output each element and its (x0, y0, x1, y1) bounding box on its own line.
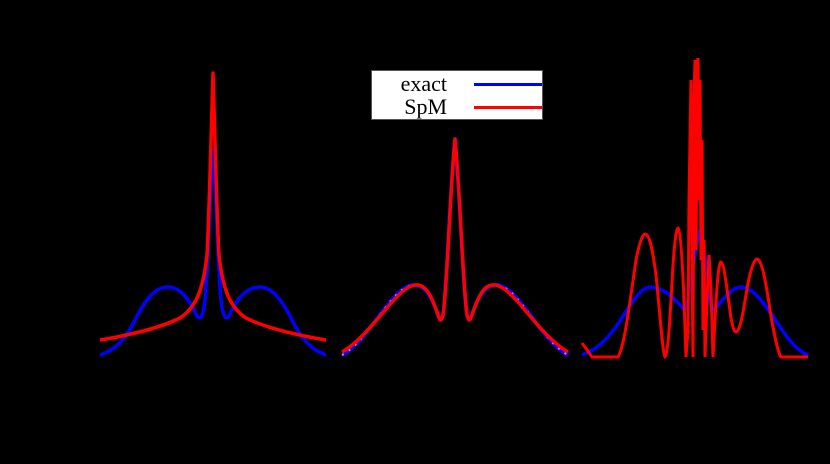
legend: exact SpM (371, 70, 543, 120)
spm-curve-left (99, 71, 327, 342)
panel-left (99, 71, 327, 357)
legend-swatch-spm (474, 106, 542, 109)
legend-swatch-exact (474, 83, 542, 86)
exact-curve-left (99, 148, 327, 357)
legend-label-exact: exact (400, 71, 447, 96)
legend-entry-spm: SpM (372, 95, 542, 119)
panel-right (580, 57, 809, 359)
panel-middle (340, 137, 570, 357)
spm-curve-right (580, 57, 808, 359)
spm-curve-middle (341, 137, 569, 354)
legend-label-spm: SpM (404, 94, 447, 119)
legend-entry-exact: exact (372, 72, 542, 96)
